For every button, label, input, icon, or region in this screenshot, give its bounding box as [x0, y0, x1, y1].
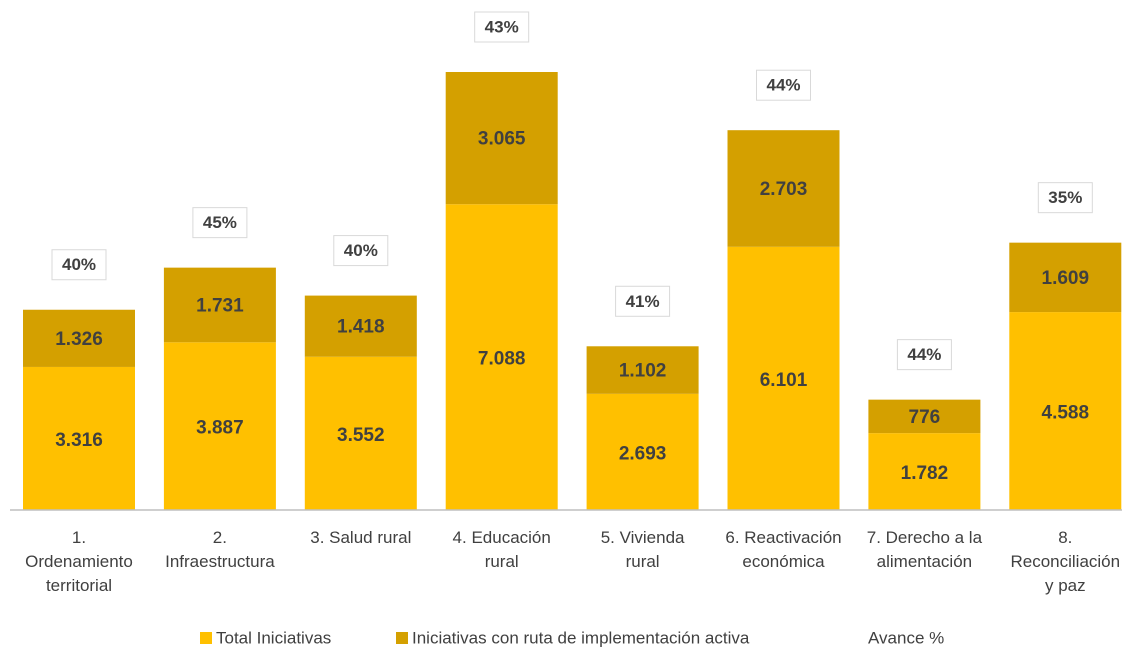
- bar-ruta-activa: [304, 295, 417, 357]
- data-label-ruta-activa: 3.065: [478, 129, 526, 150]
- bars-layer: 3.316 1.326 3.887 1.731 3.552 1.418 7.088 3.065…: [23, 72, 1122, 511]
- bar-ruta-activa: [1009, 242, 1122, 313]
- percent-label: 40%: [62, 255, 96, 274]
- category-label: 6. Reactivación económica: [725, 528, 841, 571]
- category-label-line: Ordenamiento: [25, 552, 133, 571]
- percent-label-box: [756, 69, 811, 101]
- percent-label: 45%: [203, 213, 237, 232]
- bar-ruta-activa: [163, 267, 276, 343]
- category-labels-layer: 1. Ordenamiento territorial 2. Infraestructu…: [25, 528, 1120, 595]
- percent-label: 35%: [1048, 188, 1082, 207]
- data-label-ruta-activa: 2.703: [760, 179, 808, 200]
- category-label-line: económica: [742, 552, 825, 571]
- legend-label-total: Total Iniciativas: [216, 629, 331, 648]
- bar-total-iniciativas: [304, 356, 417, 510]
- category-label: 5. Vivienda rural: [601, 528, 685, 571]
- data-label-ruta-activa: 1.102: [619, 361, 667, 382]
- category-label-line: rural: [485, 552, 519, 571]
- data-label-total: 3.552: [337, 425, 385, 446]
- bar-ruta-activa: [868, 399, 981, 434]
- legend-swatch-ruta-activa: [396, 632, 408, 644]
- bar-total-iniciativas: [1009, 312, 1122, 510]
- category-label-line: y paz: [1045, 576, 1086, 595]
- data-label-total: 4.588: [1042, 403, 1090, 424]
- legend-label-avance: Avance %: [868, 629, 944, 648]
- legend-label-ruta-activa: Iniciativas con ruta de implementación a…: [412, 629, 750, 648]
- data-label-ruta-activa: 776: [909, 407, 941, 428]
- percent-label-box: [896, 339, 952, 371]
- legend: Total Iniciativas Iniciativas con ruta de…: [200, 629, 944, 648]
- percent-label-box: [1037, 182, 1093, 214]
- category-label-line: rural: [626, 552, 660, 571]
- data-label-total: 2.693: [619, 443, 667, 464]
- data-label-total: 6.101: [760, 370, 808, 391]
- bar-ruta-activa: [727, 130, 840, 247]
- percent-label-box: [615, 285, 671, 317]
- data-label-ruta-activa: 1.326: [55, 329, 103, 350]
- category-label: 2. Infraestructura: [165, 528, 275, 571]
- percent-label: 40%: [344, 241, 378, 260]
- percent-labels-layer: 40% 45% 40% 43% 41% 44% 44% 35%: [51, 11, 1093, 371]
- category-label-line: 8.: [1058, 528, 1072, 547]
- category-label-line: 6. Reactivación: [725, 528, 841, 547]
- category-label-line: territorial: [46, 576, 112, 595]
- category-label: 7. Derecho a la alimentación: [867, 528, 983, 571]
- category-label-line: 7. Derecho a la: [867, 528, 983, 547]
- bar-total-iniciativas: [163, 342, 276, 510]
- category-label-line: Reconciliación: [1010, 552, 1120, 571]
- bar-total-iniciativas: [586, 393, 699, 510]
- category-label-line: alimentación: [877, 552, 972, 571]
- category-label-line: 5. Vivienda: [601, 528, 685, 547]
- percent-label: 43%: [485, 18, 519, 37]
- category-label-line: 3. Salud rural: [310, 528, 411, 547]
- data-label-total: 1.782: [901, 463, 949, 484]
- data-label-total: 3.316: [55, 430, 103, 451]
- category-label-line: 4. Educación: [453, 528, 551, 547]
- percent-label: 44%: [907, 345, 941, 364]
- percent-label-box: [51, 249, 107, 281]
- bar-total-iniciativas: [23, 366, 135, 510]
- category-label: 1. Ordenamiento territorial: [25, 528, 133, 595]
- percent-label-box: [333, 235, 389, 267]
- legend-swatch-total: [200, 632, 212, 644]
- category-label-line: 2.: [213, 528, 227, 547]
- bar-total-iniciativas: [727, 246, 840, 511]
- category-label-line: 1.: [72, 528, 86, 547]
- bar-total-iniciativas: [445, 204, 558, 510]
- bar-ruta-activa: [445, 72, 558, 205]
- bar-total-iniciativas: [868, 433, 981, 510]
- percent-label: 41%: [626, 292, 660, 311]
- category-label: 8. Reconciliación y paz: [1010, 528, 1120, 595]
- data-label-total: 3.887: [196, 418, 244, 439]
- category-label: 3. Salud rural: [310, 528, 411, 547]
- bar-ruta-activa: [586, 346, 699, 394]
- percent-label: 44%: [766, 76, 800, 95]
- bar-ruta-activa: [23, 309, 135, 367]
- category-label-line: Infraestructura: [165, 552, 275, 571]
- data-label-ruta-activa: 1.418: [337, 317, 385, 338]
- percent-label-box: [474, 11, 530, 43]
- data-label-ruta-activa: 1.731: [196, 295, 244, 316]
- percent-label-box: [192, 207, 248, 239]
- data-label-total: 7.088: [478, 349, 526, 370]
- data-label-ruta-activa: 1.609: [1042, 268, 1090, 289]
- category-label: 4. Educación rural: [453, 528, 551, 571]
